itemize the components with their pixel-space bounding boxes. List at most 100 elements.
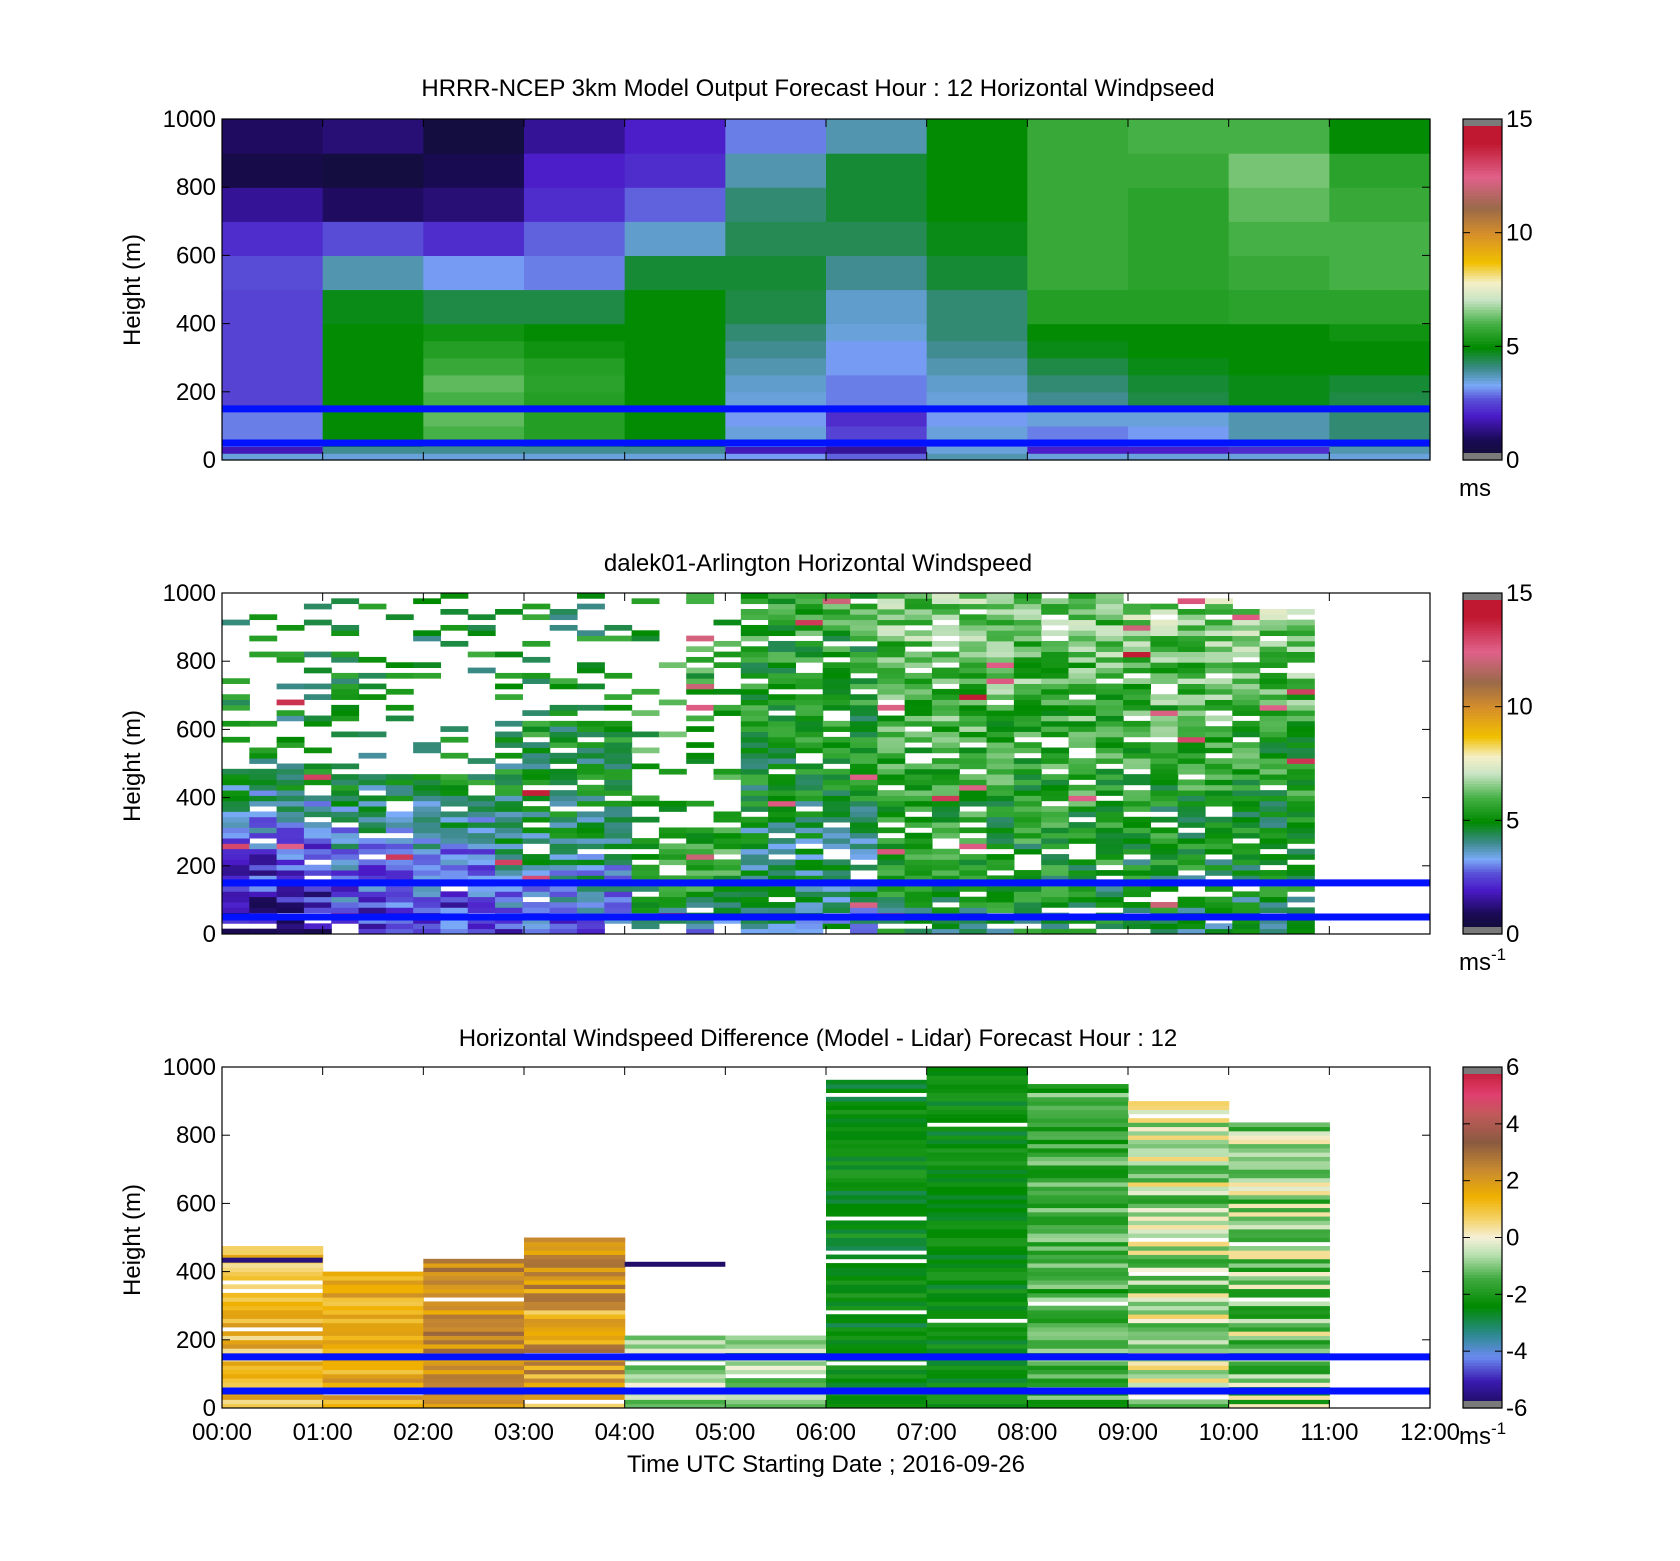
heatmap-cell bbox=[1232, 875, 1261, 882]
heatmap-cell bbox=[850, 795, 878, 802]
heatmap-cell bbox=[1286, 854, 1315, 860]
heatmap-cell bbox=[1027, 1220, 1129, 1226]
colorbar-segment bbox=[1463, 249, 1502, 254]
heatmap-cell bbox=[522, 816, 551, 823]
heatmap-cell bbox=[725, 391, 827, 407]
heatmap-cell bbox=[826, 391, 928, 407]
heatmap-cell bbox=[1095, 635, 1124, 642]
heatmap-cell bbox=[926, 374, 1028, 393]
heatmap-cell bbox=[358, 672, 387, 679]
heatmap-cell bbox=[826, 1403, 928, 1409]
heatmap-cell bbox=[1013, 726, 1042, 732]
colorbar-segment bbox=[1463, 332, 1502, 336]
heatmap-cell bbox=[549, 736, 578, 743]
colorbar-segment bbox=[1463, 732, 1502, 736]
heatmap-cell bbox=[1232, 619, 1261, 626]
heatmap-cell bbox=[524, 391, 626, 407]
heatmap-cell bbox=[604, 763, 633, 770]
heatmap-cell bbox=[850, 790, 878, 796]
heatmap-cell bbox=[423, 1288, 525, 1294]
heatmap-cell bbox=[467, 907, 496, 914]
heatmap-cell bbox=[826, 1105, 928, 1111]
heatmap-cell bbox=[467, 870, 496, 876]
heatmap-cell bbox=[385, 688, 414, 695]
heatmap-cell bbox=[331, 875, 360, 882]
heatmap-cell bbox=[440, 779, 469, 786]
heatmap-cell bbox=[331, 710, 360, 716]
heatmap-cell bbox=[467, 902, 496, 908]
heatmap-cell bbox=[822, 720, 851, 727]
heatmap-cell bbox=[826, 1220, 928, 1226]
heatmap-cell bbox=[413, 774, 442, 780]
heatmap-cell bbox=[222, 896, 250, 903]
heatmap-cell bbox=[1027, 374, 1129, 393]
heatmap-cell bbox=[1013, 704, 1042, 711]
heatmap-cell bbox=[303, 768, 332, 775]
colorbar-segment bbox=[1463, 1388, 1502, 1392]
heatmap-cell bbox=[604, 875, 633, 882]
heatmap-cell bbox=[826, 1203, 928, 1209]
heatmap-cell bbox=[1128, 1105, 1230, 1111]
heatmap-cell bbox=[1177, 747, 1206, 754]
heatmap-cell bbox=[1329, 119, 1431, 154]
heatmap-cell bbox=[1177, 784, 1206, 791]
heatmap-cell bbox=[725, 1382, 827, 1388]
heatmap-cell bbox=[713, 886, 742, 892]
heatmap-cell bbox=[322, 1335, 424, 1341]
colorbar-segment bbox=[1463, 386, 1502, 390]
heatmap-cell bbox=[931, 720, 960, 727]
heatmap-cell bbox=[986, 827, 1015, 834]
heatmap-cell bbox=[423, 1267, 525, 1272]
heatmap-cell bbox=[423, 1348, 525, 1353]
heatmap-cell bbox=[276, 784, 305, 791]
colorbar-segment bbox=[1463, 224, 1502, 228]
colorbar-segment bbox=[1463, 1106, 1502, 1111]
heatmap-cell bbox=[222, 907, 250, 914]
colorbar-segment bbox=[1463, 604, 1502, 608]
colorbar-segment bbox=[1463, 226, 1502, 231]
heatmap-cell bbox=[795, 784, 824, 791]
x-tick-label: 01:00 bbox=[293, 1419, 353, 1446]
heatmap-cell bbox=[986, 630, 1015, 637]
heatmap-cell bbox=[358, 694, 387, 700]
heatmap-cell bbox=[549, 608, 578, 615]
heatmap-cell bbox=[322, 1318, 424, 1324]
heatmap-cell bbox=[276, 736, 305, 743]
heatmap-cell bbox=[1128, 1228, 1230, 1234]
heatmap-cell bbox=[904, 736, 933, 743]
heatmap-cell bbox=[423, 357, 525, 376]
heatmap-cell bbox=[423, 1399, 525, 1405]
heatmap-cell bbox=[740, 630, 769, 637]
heatmap-cell bbox=[768, 672, 797, 679]
heatmap-cell bbox=[1068, 662, 1097, 668]
heatmap-cell bbox=[926, 446, 1028, 454]
heatmap-cell bbox=[495, 720, 523, 727]
heatmap-cell bbox=[1128, 1101, 1230, 1106]
colorbar-segment bbox=[1463, 1152, 1502, 1156]
heatmap-cell bbox=[795, 875, 824, 882]
colorbar-segment bbox=[1463, 138, 1502, 143]
heatmap-cell bbox=[385, 662, 414, 668]
panel-title: HRRR-NCEP 3km Model Output Forecast Hour… bbox=[421, 75, 1214, 102]
colorbar-segment bbox=[1463, 133, 1502, 137]
heatmap-cell bbox=[713, 816, 742, 823]
heatmap-cell bbox=[322, 153, 424, 188]
heatmap-cell bbox=[1027, 1203, 1129, 1209]
heatmap-cell bbox=[1232, 710, 1261, 716]
heatmap-cell bbox=[1205, 822, 1233, 828]
heatmap-cell bbox=[322, 1301, 424, 1307]
y-tick-label: 400 bbox=[176, 1259, 216, 1286]
heatmap-cell bbox=[822, 704, 851, 711]
heatmap-cell bbox=[331, 678, 360, 684]
heatmap-cell bbox=[713, 870, 742, 876]
difference-panel: Horizontal Windspeed Difference (Model -… bbox=[119, 1025, 1527, 1450]
heatmap-cell bbox=[926, 1092, 1028, 1098]
heatmap-cell bbox=[1150, 928, 1179, 935]
heatmap-cell bbox=[440, 790, 469, 796]
heatmap-cell bbox=[358, 928, 387, 935]
heatmap-cell bbox=[740, 742, 769, 748]
heatmap-cell bbox=[331, 907, 360, 914]
heatmap-cell bbox=[1041, 864, 1070, 871]
y-tick-label: 0 bbox=[203, 1395, 216, 1422]
